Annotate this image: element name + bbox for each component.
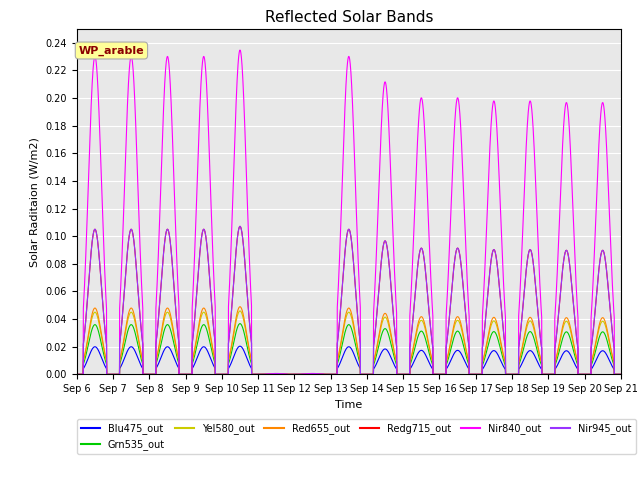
- Yel580_out: [236, 308, 244, 314]
- Grn535_out: [617, 372, 625, 377]
- Nir840_out: [502, 372, 509, 377]
- Red655_out: [441, 372, 449, 377]
- Line: Grn535_out: Grn535_out: [77, 324, 621, 374]
- Blu475_out: [502, 372, 509, 377]
- Nir945_out: [616, 372, 624, 377]
- Line: Redg715_out: Redg715_out: [77, 227, 621, 374]
- Yel580_out: [617, 372, 625, 377]
- Red655_out: [617, 372, 625, 377]
- Red655_out: [502, 372, 509, 377]
- Nir945_out: [236, 224, 244, 229]
- Redg715_out: [502, 372, 509, 377]
- Red655_out: [171, 335, 179, 340]
- Grn535_out: [616, 372, 624, 377]
- Nir840_out: [236, 47, 244, 53]
- Blu475_out: [616, 372, 624, 377]
- Yel580_out: [329, 372, 337, 377]
- Redg715_out: [171, 291, 179, 297]
- Yel580_out: [171, 337, 179, 343]
- Nir945_out: [171, 291, 179, 297]
- Yel580_out: [616, 372, 624, 377]
- Redg715_out: [616, 372, 624, 377]
- Nir945_out: [441, 372, 449, 377]
- Y-axis label: Solar Raditaion (W/m2): Solar Raditaion (W/m2): [30, 137, 40, 266]
- Red655_out: [73, 372, 81, 377]
- Redg715_out: [329, 372, 337, 377]
- Grn535_out: [171, 344, 179, 349]
- Nir840_out: [441, 372, 449, 377]
- Redg715_out: [441, 372, 449, 377]
- Text: WP_arable: WP_arable: [79, 46, 144, 56]
- Line: Nir840_out: Nir840_out: [77, 50, 621, 374]
- Nir945_out: [471, 372, 479, 377]
- Redg715_out: [471, 372, 479, 377]
- Grn535_out: [329, 372, 337, 377]
- Red655_out: [236, 304, 244, 310]
- Title: Reflected Solar Bands: Reflected Solar Bands: [264, 10, 433, 25]
- Blu475_out: [441, 372, 449, 377]
- Blu475_out: [73, 372, 81, 377]
- Yel580_out: [441, 372, 449, 377]
- Blu475_out: [171, 356, 179, 362]
- Nir840_out: [471, 372, 479, 377]
- Nir840_out: [617, 372, 625, 377]
- Line: Blu475_out: Blu475_out: [77, 346, 621, 374]
- X-axis label: Time: Time: [335, 400, 362, 409]
- Redg715_out: [617, 372, 625, 377]
- Blu475_out: [236, 343, 244, 349]
- Redg715_out: [236, 224, 244, 229]
- Nir945_out: [73, 372, 81, 377]
- Blu475_out: [329, 372, 337, 377]
- Grn535_out: [471, 372, 479, 377]
- Blu475_out: [617, 372, 625, 377]
- Yel580_out: [73, 372, 81, 377]
- Legend: Blu475_out, Grn535_out, Yel580_out, Red655_out, Redg715_out, Nir840_out, Nir945_: Blu475_out, Grn535_out, Yel580_out, Red6…: [77, 420, 636, 454]
- Nir945_out: [502, 372, 509, 377]
- Blu475_out: [471, 372, 479, 377]
- Nir840_out: [73, 372, 81, 377]
- Nir840_out: [171, 195, 179, 201]
- Nir945_out: [617, 372, 625, 377]
- Line: Nir945_out: Nir945_out: [77, 227, 621, 374]
- Yel580_out: [471, 372, 479, 377]
- Grn535_out: [502, 372, 509, 377]
- Red655_out: [471, 372, 479, 377]
- Grn535_out: [441, 372, 449, 377]
- Grn535_out: [236, 321, 244, 326]
- Line: Yel580_out: Yel580_out: [77, 311, 621, 374]
- Grn535_out: [73, 372, 81, 377]
- Red655_out: [329, 372, 337, 377]
- Nir840_out: [329, 372, 337, 377]
- Red655_out: [616, 372, 624, 377]
- Nir840_out: [616, 372, 624, 377]
- Yel580_out: [502, 372, 509, 377]
- Redg715_out: [73, 372, 81, 377]
- Line: Red655_out: Red655_out: [77, 307, 621, 374]
- Nir945_out: [329, 372, 337, 377]
